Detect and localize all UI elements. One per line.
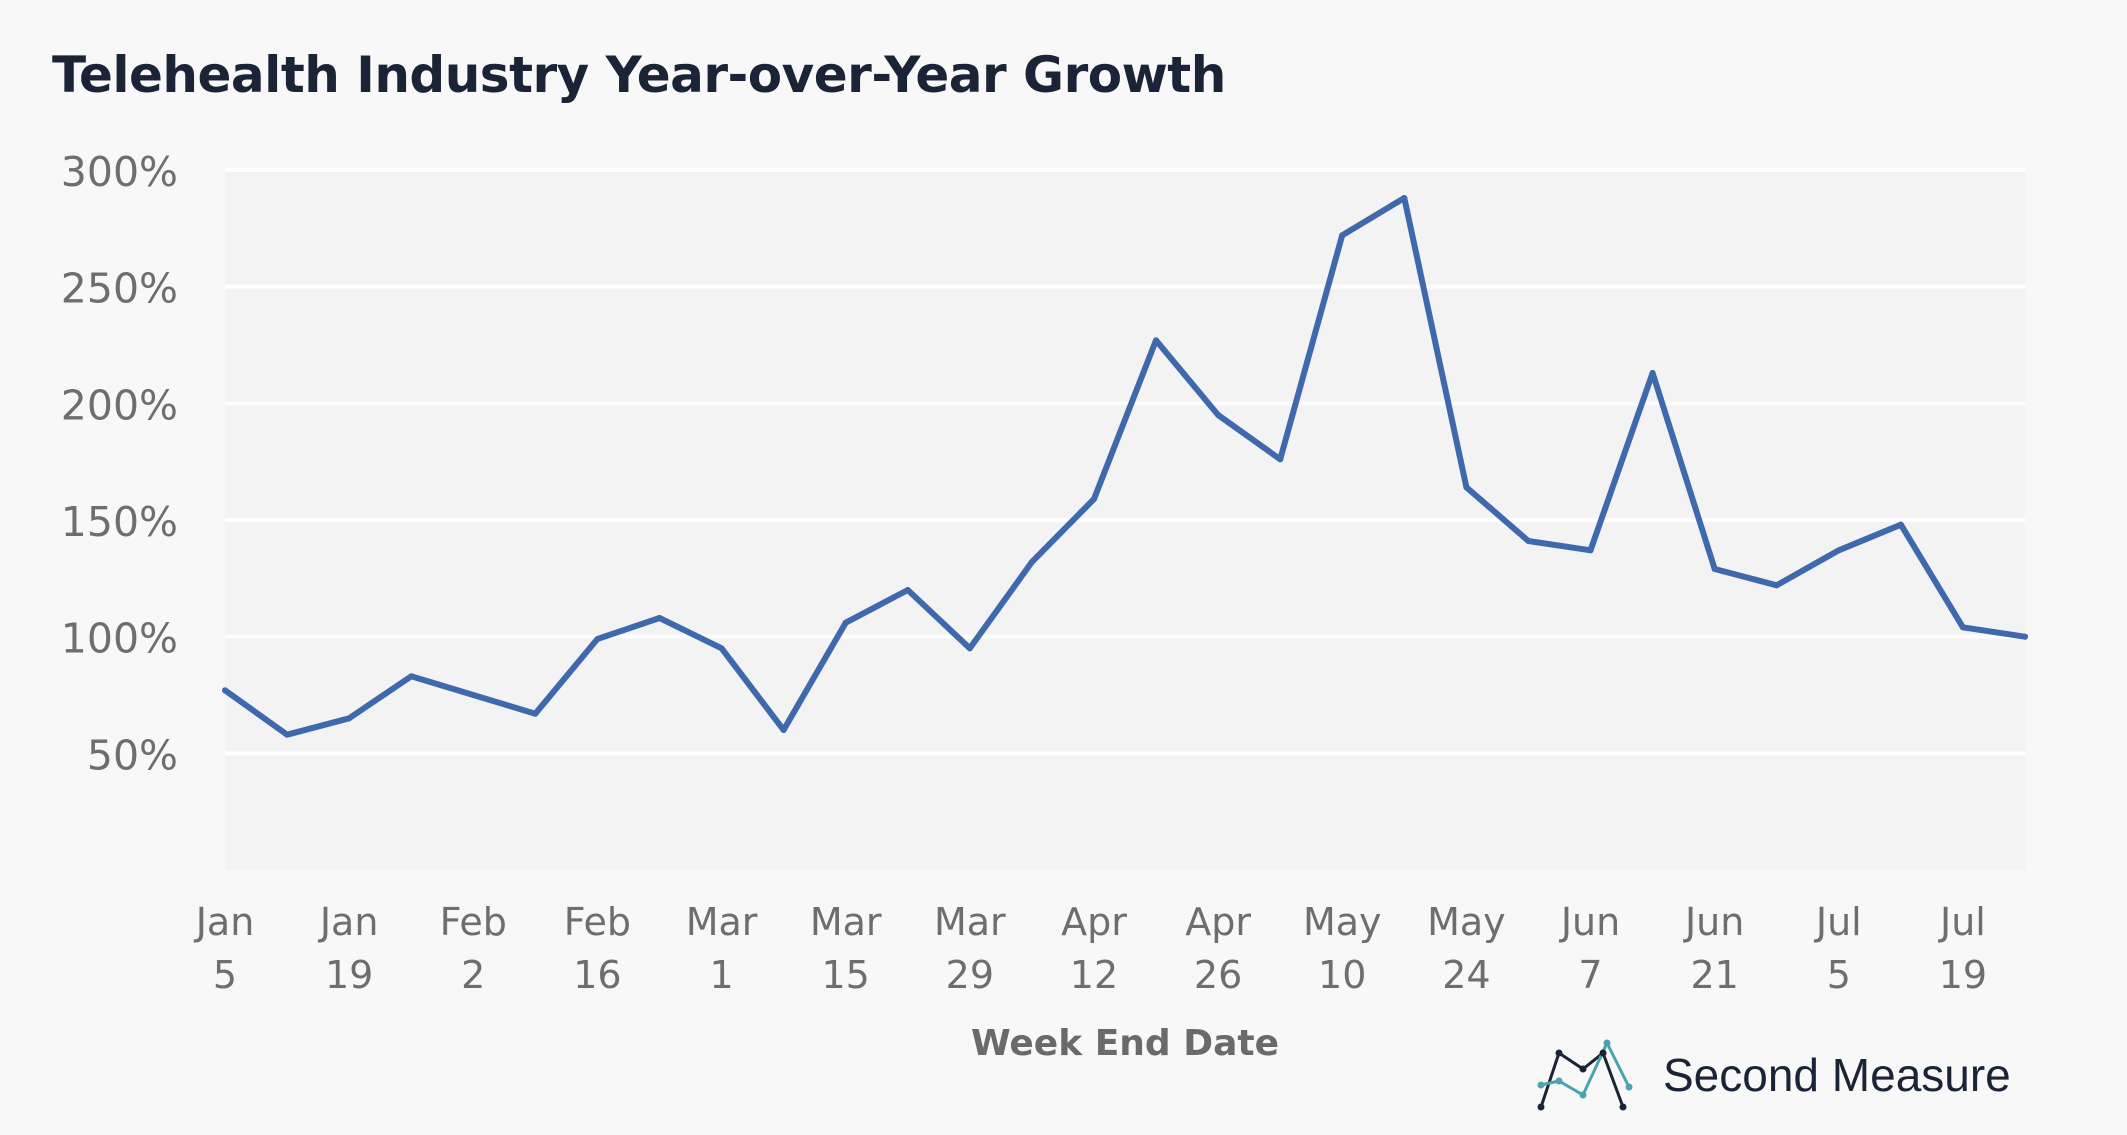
data-point	[408, 673, 415, 680]
data-point	[284, 731, 291, 738]
x-tick-label: Apr 12	[1061, 900, 1127, 997]
data-point	[1090, 496, 1097, 502]
x-tick-label: Jul 19	[1938, 900, 1987, 997]
data-point	[1028, 559, 1035, 565]
data-point	[1649, 370, 1656, 376]
x-tick-label: Jun 7	[1559, 900, 1620, 997]
data-point	[594, 636, 601, 642]
x-tick-label: Mar 1	[686, 900, 758, 997]
data-point	[718, 645, 725, 652]
y-tick-label: 50%	[87, 731, 178, 779]
x-tick-label: Mar 29	[934, 900, 1006, 997]
y-tick-label: 100%	[61, 615, 178, 663]
x-tick-label: Feb 2	[440, 900, 507, 997]
data-point	[1959, 624, 1966, 631]
data-point	[656, 615, 663, 621]
data-point	[1897, 521, 1904, 528]
data-point	[1153, 337, 1160, 344]
data-point	[842, 619, 849, 626]
x-axis-label: Week End Date	[971, 1023, 1279, 1064]
data-point	[1463, 484, 1470, 491]
series-line	[222, 195, 2028, 738]
y-tick-label: 200%	[61, 381, 178, 429]
data-points	[222, 195, 2028, 738]
data-point	[222, 687, 228, 694]
y-tick-label: 250%	[61, 265, 178, 313]
x-axis-ticks: Jan 5 Jan 19 Feb 2 Feb 16 Mar 1 Mar 15 Mar 29 Apr 12 Apr…	[194, 900, 1987, 997]
x-tick-label: May 10	[1303, 900, 1382, 997]
data-point	[1835, 547, 1842, 554]
x-tick-label: Feb 16	[564, 900, 631, 997]
data-point	[966, 645, 973, 652]
data-point	[1773, 582, 1780, 589]
y-tick-label: 150%	[61, 498, 178, 546]
x-tick-label: Jun 21	[1683, 900, 1744, 997]
y-axis-ticks: 300% 250% 200% 150% 100% 50%	[61, 148, 178, 779]
data-point	[2022, 633, 2028, 640]
line-chart-logo-icon	[1537, 1039, 1633, 1111]
data-point	[904, 587, 911, 593]
data-point	[1525, 538, 1532, 544]
gridlines	[225, 168, 2025, 756]
data-point	[470, 692, 477, 698]
data-point	[346, 715, 353, 722]
data-point	[1401, 195, 1408, 201]
data-point	[1277, 456, 1284, 463]
data-point	[1711, 566, 1718, 572]
x-tick-label: Mar 15	[810, 900, 882, 997]
data-point	[780, 727, 787, 733]
x-tick-label: Apr 26	[1185, 900, 1251, 997]
brand-name: Second Measure	[1663, 1049, 2011, 1101]
x-tick-label: Jul 5	[1814, 900, 1862, 997]
data-point	[1339, 232, 1346, 239]
x-tick-label: May 24	[1427, 900, 1506, 997]
data-point	[1587, 547, 1594, 554]
brand-logo: Second Measure	[1535, 1035, 2011, 1115]
y-tick-label: 300%	[61, 148, 178, 196]
x-tick-label: Jan 19	[318, 900, 379, 997]
data-point	[532, 710, 539, 717]
data-point	[1215, 412, 1222, 418]
x-tick-label: Jan 5	[194, 900, 255, 997]
chart-title: Telehealth Industry Year-over-Year Growt…	[52, 46, 1226, 104]
